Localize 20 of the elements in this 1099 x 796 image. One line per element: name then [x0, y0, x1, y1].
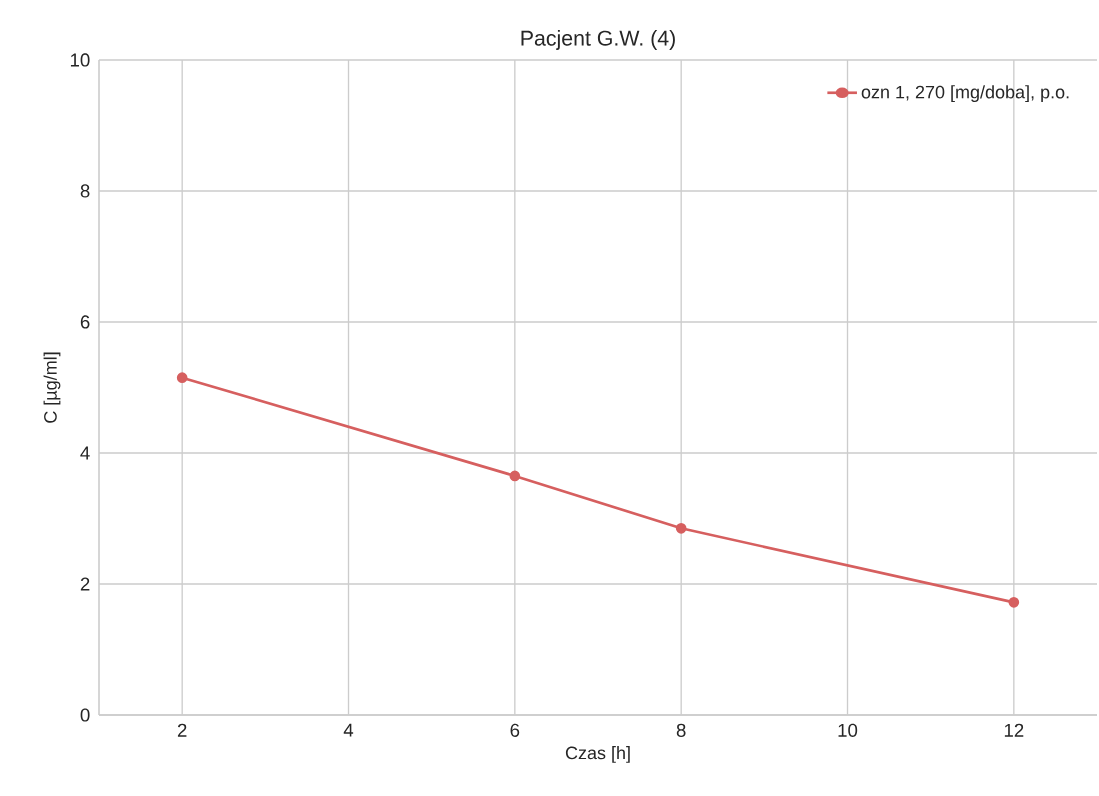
x-tick-label: 2: [177, 723, 187, 737]
y-tick-label: 2: [80, 577, 90, 591]
x-tick-label: 4: [343, 723, 354, 737]
point: [1008, 597, 1020, 608]
y-tick-label: 6: [80, 315, 90, 329]
x-tick-label: 6: [510, 723, 520, 737]
x-tick-label: 10: [838, 723, 858, 737]
y-tick-label: 0: [80, 708, 90, 722]
point: [675, 522, 687, 534]
y-tick-label: 10: [70, 53, 90, 67]
legend-label: ozn 1, 270 [mg/doba], p.o.: [861, 85, 1069, 103]
y-tick-label: 4: [80, 446, 90, 460]
x-axis-title: Czas [h]: [565, 746, 630, 763]
point: [509, 470, 521, 482]
y-axis-title: C [µg/ml]: [43, 352, 61, 423]
chart-title: Pacjent G.W. (4): [521, 30, 675, 50]
x-tick-label: 8: [676, 723, 686, 737]
y-tick-label: 8: [80, 184, 90, 198]
point: [176, 372, 188, 384]
x-tick-label: 12: [1004, 723, 1024, 737]
